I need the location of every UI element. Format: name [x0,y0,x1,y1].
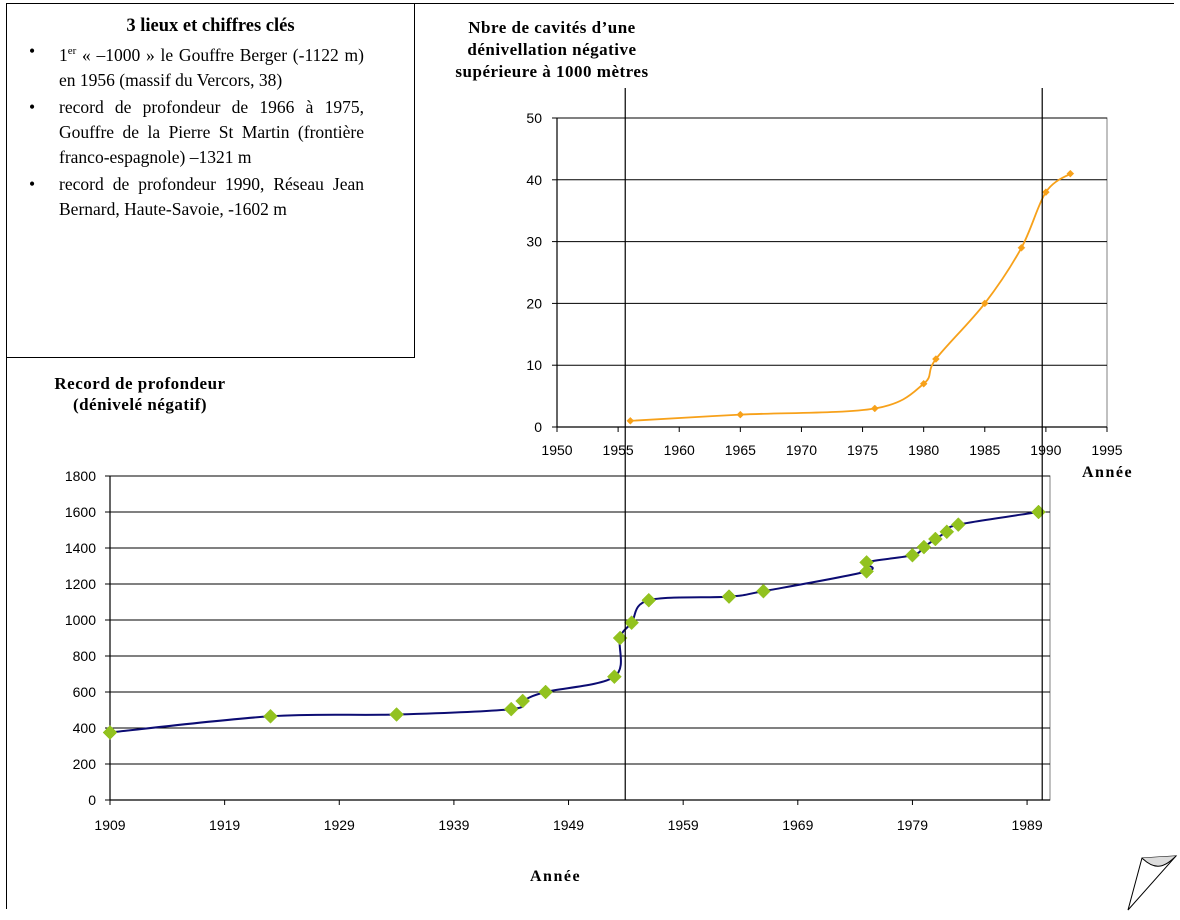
bottom-chart-y-title: Record de profondeur (dénivelé négatif) [54,374,226,414]
top-x-tick-label: 1995 [1091,442,1122,458]
info-item-text: « –1000 » le Gouffre Berger (-1122 m) en… [59,44,364,90]
top-plot-area [556,117,1108,428]
bottom-x-tick-label: 1969 [782,817,813,833]
top-data-point [1042,188,1050,197]
top-x-tick-label: 1950 [541,442,572,458]
top-y-tick-label: 40 [526,172,542,188]
top-series-line [630,172,1071,422]
bottom-x-tick-label: 1979 [897,817,928,833]
top-x-tick-label: 1985 [969,442,1000,458]
bottom-data-point [859,564,874,579]
bottom-y-tick-label: 1000 [65,612,96,628]
bottom-data-point [905,547,920,563]
bottom-data-point [624,615,639,631]
top-y-tick-label: 0 [534,419,542,435]
info-item-prefix: 1 [59,44,68,65]
bottom-data-point [721,589,737,604]
bottom-data-point [928,531,943,547]
bottom-data-point [389,707,404,722]
top-chart-x-title: Année [1082,464,1134,481]
top-data-point [870,404,879,413]
info-list: • 1er « –1000 » le Gouffre Berger (-1122 … [7,39,414,222]
top-data-point [980,299,989,308]
bullet-icon: • [29,41,36,61]
bottom-x-tick-label: 1929 [324,817,355,833]
top-data-point [736,410,745,419]
bottom-y-tick-label: 800 [73,648,97,664]
bottom-x-tick-label: 1949 [553,817,584,833]
top-y-tick-label: 20 [526,295,542,311]
bottom-x-tick-label: 1909 [94,817,125,833]
top-data-point [919,379,928,388]
info-item: • record de profondeur 1990, Réseau Jean … [7,172,414,222]
top-x-tick-label: 1965 [725,442,756,458]
bottom-data-point [859,555,874,570]
info-box: 3 lieux et chiffres clés • 1er « –1000 » … [6,3,415,358]
bottom-data-point [916,539,932,555]
bottom-data-point [515,693,531,709]
bottom-data-point [756,583,771,599]
page-frame [6,3,1174,909]
bottom-y-tick-label: 400 [73,720,97,736]
bottom-x-tick-label: 1919 [209,817,240,833]
bottom-data-point [939,524,955,540]
bottom-y-tick-label: 200 [73,756,97,772]
bullet-icon: • [29,173,36,194]
bottom-series-line [109,511,1039,734]
top-x-tick-label: 1970 [786,442,817,458]
top-data-point [626,416,635,425]
bottom-x-tick-label: 1989 [1011,817,1042,833]
bottom-data-point [641,592,657,608]
bottom-y-tick-label: 1800 [65,468,96,484]
bottom-y-tick-label: 1200 [65,576,96,592]
top-y-tick-label: 30 [526,234,542,250]
info-item: • record de profondeur de 1966 à 1975, Go… [7,95,414,170]
top-y-tick-label: 50 [526,110,542,126]
info-item: • 1er « –1000 » le Gouffre Berger (-1122 … [7,39,414,93]
bottom-data-point [538,684,553,700]
bottom-y-tick-label: 600 [73,684,97,700]
bottom-x-tick-label: 1939 [438,817,469,833]
bottom-y-tick-label: 0 [88,792,96,808]
bottom-data-point [503,701,519,717]
bottom-data-point [950,517,966,532]
bottom-y-tick-label: 1400 [65,540,96,556]
page-curl-icon [1127,855,1178,911]
bottom-plot-area [109,475,1051,801]
info-item-sup: er [67,45,77,57]
bullet-icon: • [29,96,36,117]
top-x-tick-label: 1975 [847,442,878,458]
info-item-text: record de profondeur de 1966 à 1975, Gou… [59,96,364,167]
top-chart-y-title: Nbre de cavités d’une dénivellation néga… [455,18,649,81]
bottom-y-tick-label: 1600 [65,504,96,520]
info-item-text: record de profondeur 1990, Réseau Jean B… [59,173,364,219]
bottom-chart-x-title: Année [530,868,582,885]
top-x-tick-label: 1955 [603,442,634,458]
bottom-data-point [263,708,278,724]
bottom-data-point [607,669,622,685]
top-y-tick-label: 10 [526,357,542,373]
info-box-title: 3 lieux et chiffres clés [126,16,295,36]
top-x-tick-label: 1980 [908,442,939,458]
top-data-point [1017,243,1026,252]
bottom-x-tick-label: 1959 [668,817,699,833]
top-data-point [932,355,940,363]
bottom-data-point [102,725,118,740]
bottom-data-point [1031,504,1046,520]
top-x-tick-label: 1960 [664,442,695,458]
top-data-point [1066,169,1075,178]
top-x-tick-label: 1990 [1030,442,1061,458]
